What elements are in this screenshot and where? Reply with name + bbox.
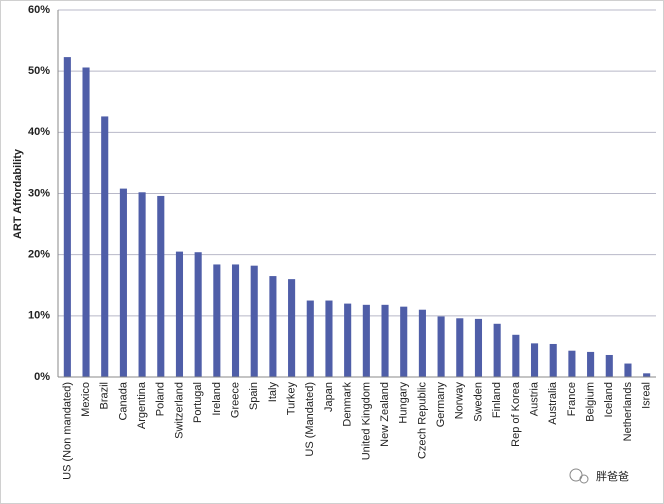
x-tick-label: Isreal xyxy=(641,382,653,409)
x-tick-label: Austria xyxy=(528,381,540,416)
y-tick-label: 0% xyxy=(34,371,50,383)
bar xyxy=(325,300,333,377)
bar xyxy=(82,67,90,377)
bar xyxy=(213,264,221,377)
x-tick-label: Argentina xyxy=(136,381,148,429)
bar xyxy=(418,309,426,377)
watermark-icon xyxy=(579,474,589,484)
bar xyxy=(119,188,127,377)
bar xyxy=(437,316,445,377)
x-tick-label: Portugal xyxy=(192,382,204,423)
x-tick-label: Sweden xyxy=(472,382,484,422)
x-tick-label: Finland xyxy=(491,382,503,418)
x-tick-label: Iceland xyxy=(603,382,615,417)
x-tick-label: US (Mandated) xyxy=(304,382,316,457)
x-tick-label: Germany xyxy=(435,382,447,428)
bar xyxy=(493,323,501,377)
x-tick-label: Japan xyxy=(323,382,335,412)
bar xyxy=(474,318,483,377)
x-tick-label: Hungary xyxy=(398,382,410,424)
bar xyxy=(456,318,464,377)
bar xyxy=(231,264,240,377)
x-tick-label: Denmark xyxy=(342,382,354,427)
x-tick-label: Turkey xyxy=(286,382,298,416)
y-tick-label: 50% xyxy=(28,65,50,77)
x-tick-label: Italy xyxy=(267,382,279,403)
x-tick-label: Switzerland xyxy=(173,382,185,439)
x-tick-label: New Zealand xyxy=(379,382,391,447)
y-tick-label: 10% xyxy=(28,310,50,322)
x-tick-label: France xyxy=(566,382,578,416)
bar xyxy=(344,303,352,377)
x-tick-label: Norway xyxy=(454,382,466,420)
watermark-group: 胖爸爸 xyxy=(569,468,629,484)
bar xyxy=(587,351,595,377)
bar xyxy=(306,300,314,377)
x-tick-label: Belgium xyxy=(585,382,597,422)
y-tick-label: 30% xyxy=(28,187,50,199)
y-tick-label: 20% xyxy=(28,249,50,261)
bar xyxy=(549,343,557,377)
bar xyxy=(624,363,632,377)
x-tick-label: Greece xyxy=(229,382,241,418)
bar xyxy=(530,343,539,377)
bar xyxy=(400,306,408,377)
watermark: 胖爸爸 xyxy=(596,470,629,483)
x-tick-label: Rep of Korea xyxy=(510,381,522,447)
bar xyxy=(643,373,651,377)
x-tick-label: Australia xyxy=(547,381,559,425)
x-tick-label: United Kingdom xyxy=(360,382,372,460)
bar xyxy=(362,304,370,377)
bar xyxy=(381,304,389,377)
x-tick-label: Netherlands xyxy=(622,382,634,442)
x-tick-label: Ireland xyxy=(211,382,223,416)
x-tick-label: Brazil xyxy=(99,382,111,410)
bar xyxy=(568,350,576,377)
bar xyxy=(512,334,520,377)
bar xyxy=(138,192,146,377)
x-tick-label: Canada xyxy=(117,381,129,420)
bar xyxy=(157,195,165,377)
x-tick-label: Czech Republic xyxy=(416,382,428,460)
bar xyxy=(288,279,296,377)
bar xyxy=(605,354,613,377)
x-tick-label: Mexico xyxy=(80,382,92,417)
y-tick-label: 40% xyxy=(28,126,50,138)
y-axis-label: ART Affordability xyxy=(12,148,24,239)
bar xyxy=(175,251,184,377)
x-tick-label: Spain xyxy=(248,382,260,410)
bar xyxy=(101,116,109,378)
bar xyxy=(194,252,202,377)
x-tick-label: Poland xyxy=(155,382,167,416)
bar xyxy=(63,57,71,378)
bar xyxy=(269,276,277,377)
x-tick-label: US (Non mandated) xyxy=(61,382,73,480)
y-tick-label: 60% xyxy=(28,4,50,16)
bar xyxy=(250,265,258,377)
